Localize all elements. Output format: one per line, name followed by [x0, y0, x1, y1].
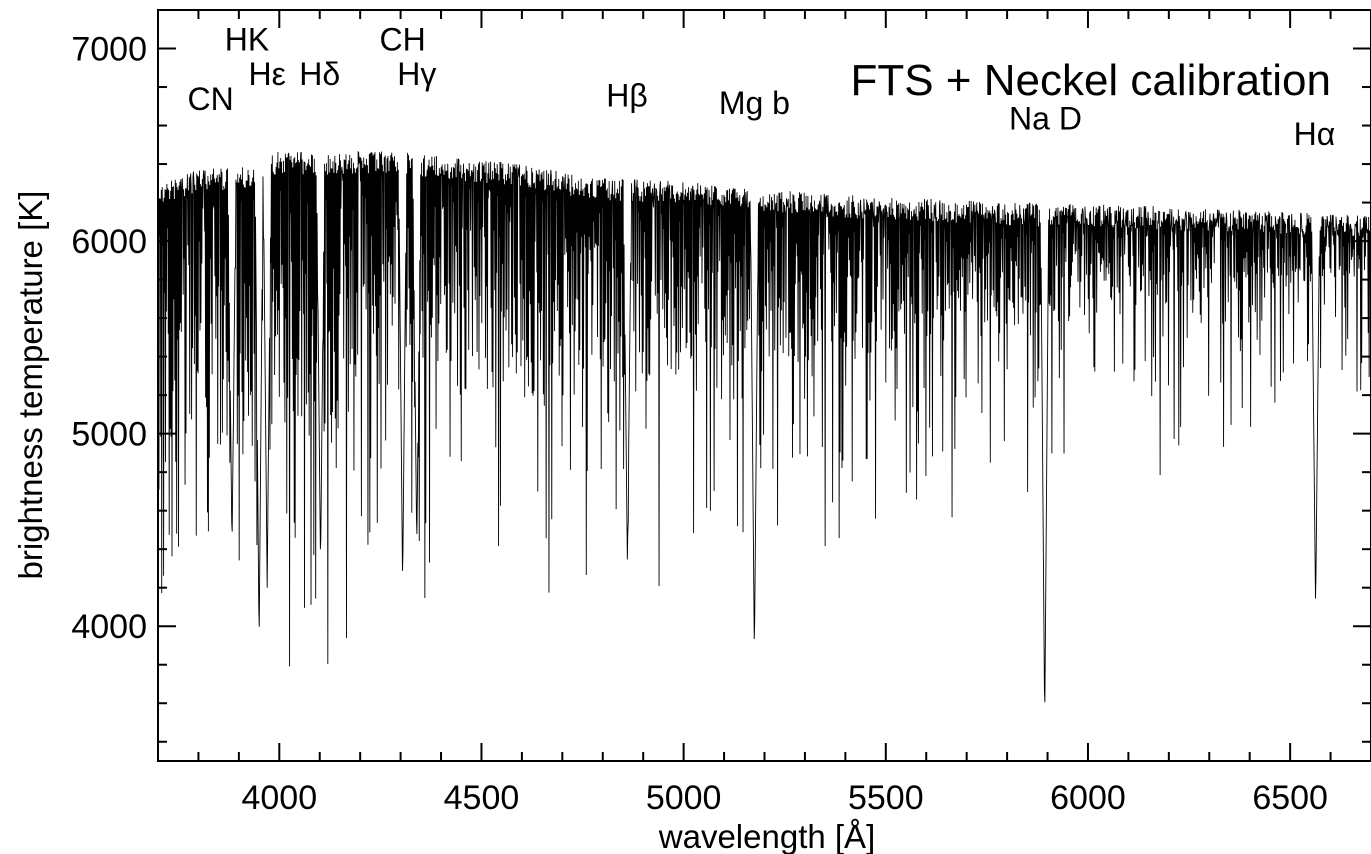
plot-frame	[157, 9, 1371, 762]
x-tick-label: 5000	[646, 779, 722, 817]
line-annotation: Hδ	[299, 56, 340, 92]
line-annotation: Mg b	[719, 85, 790, 121]
x-tick-label: 4500	[444, 779, 520, 817]
line-annotation: CN	[187, 81, 233, 117]
y-tick-label: 7000	[71, 31, 147, 69]
line-annotation: Hγ	[397, 56, 436, 92]
y-axis-title: brightness temperature [K]	[12, 191, 49, 580]
x-tick-label: 6000	[1050, 779, 1126, 817]
spectrum-series	[157, 151, 1371, 703]
spectrum-line	[157, 151, 1371, 703]
line-annotation: HK	[225, 21, 269, 57]
x-tick-label: 5500	[848, 779, 924, 817]
y-tick-label: 5000	[71, 416, 147, 454]
line-annotation: Hα	[1294, 116, 1336, 152]
line-annotation: Hβ	[606, 77, 648, 113]
y-tick-label: 4000	[71, 608, 147, 646]
y-axis: 4000 5000 6000 7000	[71, 9, 1371, 743]
chart-title: FTS + Neckel calibration	[850, 56, 1331, 105]
x-axis-title: wavelength [Å]	[658, 818, 875, 854]
y-tick-label: 6000	[71, 223, 147, 261]
x-tick-label: 6500	[1252, 779, 1328, 817]
x-tick-label: 4000	[241, 779, 317, 817]
line-annotation: CH	[380, 21, 426, 57]
x-axis: 4000 4500 5000 5500 6000 6500	[157, 10, 1371, 817]
line-annotation: Na D	[1009, 100, 1082, 136]
line-annotation: Hε	[248, 56, 285, 92]
